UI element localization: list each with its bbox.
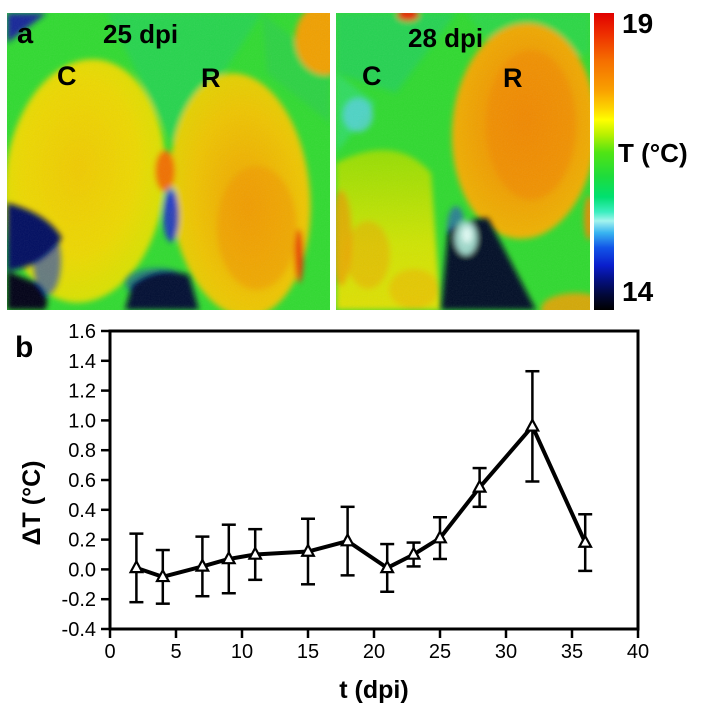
y-axis-label: ΔT (°C) bbox=[18, 461, 46, 546]
y-tick-label: 0.2 bbox=[68, 530, 96, 552]
thermal-image-28dpi: 28 dpi C R bbox=[336, 13, 590, 310]
triangle-marker bbox=[194, 557, 211, 572]
panel-a-label: a bbox=[17, 18, 34, 50]
triangle-marker bbox=[524, 417, 541, 432]
triangle-marker bbox=[155, 568, 171, 583]
triangle-marker bbox=[379, 559, 395, 574]
x-axis-ticks: 0 5 10 15 20 25 30 35 40 bbox=[104, 629, 649, 663]
triangle-marker bbox=[339, 532, 356, 547]
y-tick-label: 0.4 bbox=[68, 500, 96, 522]
data-point-markers bbox=[128, 417, 593, 583]
y-tick-label: 0.6 bbox=[68, 470, 96, 492]
triangle-marker bbox=[247, 545, 263, 560]
y-tick-label: 1.2 bbox=[68, 381, 96, 403]
y-tick-label: 0.0 bbox=[68, 559, 96, 581]
x-tick-label: 25 bbox=[429, 641, 451, 663]
y-axis-ticks: -0.4 -0.2 0.0 0.2 0.4 0.6 0.8 1.0 1.2 1.4 1.6 bbox=[62, 321, 110, 641]
x-tick-label: 0 bbox=[104, 641, 115, 663]
x-tick-label: 35 bbox=[561, 641, 583, 663]
time-label-28dpi: 28 dpi bbox=[408, 23, 484, 53]
chart-plot-area: 0 5 10 15 20 25 30 35 40 -0.4 -0.2 0.0 0.2 0.4 0.6 0.8 1… bbox=[62, 321, 650, 663]
temperature-colorbar bbox=[594, 13, 614, 314]
triangle-marker bbox=[300, 542, 316, 557]
temperature-colorbar-gradient bbox=[594, 13, 614, 310]
thermal-image-28dpi-graphic bbox=[336, 13, 590, 310]
x-axis-label: t (dpi) bbox=[339, 676, 408, 704]
y-tick-label: 1.4 bbox=[68, 351, 96, 373]
colorbar-max-label: 19 bbox=[622, 8, 654, 39]
resistant-leaf-label-25dpi: R bbox=[201, 63, 221, 93]
delta-t-chart: b t (dpi) ΔT (°C) 0 5 10 15 20 25 30 35 40-0.4-0… bbox=[15, 321, 650, 704]
x-tick-label: 15 bbox=[297, 641, 319, 663]
thermal-image-25dpi: a 25 dpi C R bbox=[7, 13, 330, 310]
y-tick-label: -0.2 bbox=[62, 589, 96, 611]
resistant-leaf-label-28dpi: R bbox=[503, 63, 523, 93]
triangle-marker bbox=[128, 559, 145, 574]
y-tick-label: -0.4 bbox=[62, 619, 96, 641]
x-tick-label: 20 bbox=[363, 641, 385, 663]
y-tick-label: 1.0 bbox=[68, 410, 96, 432]
x-tick-label: 10 bbox=[231, 641, 253, 663]
thermal-image-25dpi-graphic bbox=[7, 13, 330, 310]
triangle-marker bbox=[471, 478, 488, 493]
triangle-marker bbox=[405, 545, 422, 560]
x-tick-label: 5 bbox=[170, 641, 181, 663]
colorbar-title: T (°C) bbox=[618, 138, 688, 168]
triangle-marker bbox=[432, 529, 448, 544]
y-tick-label: 1.6 bbox=[68, 321, 96, 343]
x-tick-label: 30 bbox=[495, 641, 517, 663]
colorbar-min-label: 14 bbox=[622, 276, 654, 307]
thermal-noise-overlay bbox=[7, 13, 330, 310]
thermal-noise-overlay bbox=[336, 13, 590, 310]
control-leaf-label-28dpi: C bbox=[362, 61, 382, 91]
control-leaf-label-25dpi: C bbox=[57, 61, 77, 91]
data-series-line bbox=[135, 424, 588, 579]
time-label-25dpi: 25 dpi bbox=[103, 19, 179, 49]
triangle-marker bbox=[221, 550, 237, 565]
y-tick-label: 0.8 bbox=[68, 440, 96, 462]
triangle-marker bbox=[577, 533, 593, 548]
panel-b-label: b bbox=[15, 331, 33, 364]
x-tick-label: 40 bbox=[627, 641, 649, 663]
